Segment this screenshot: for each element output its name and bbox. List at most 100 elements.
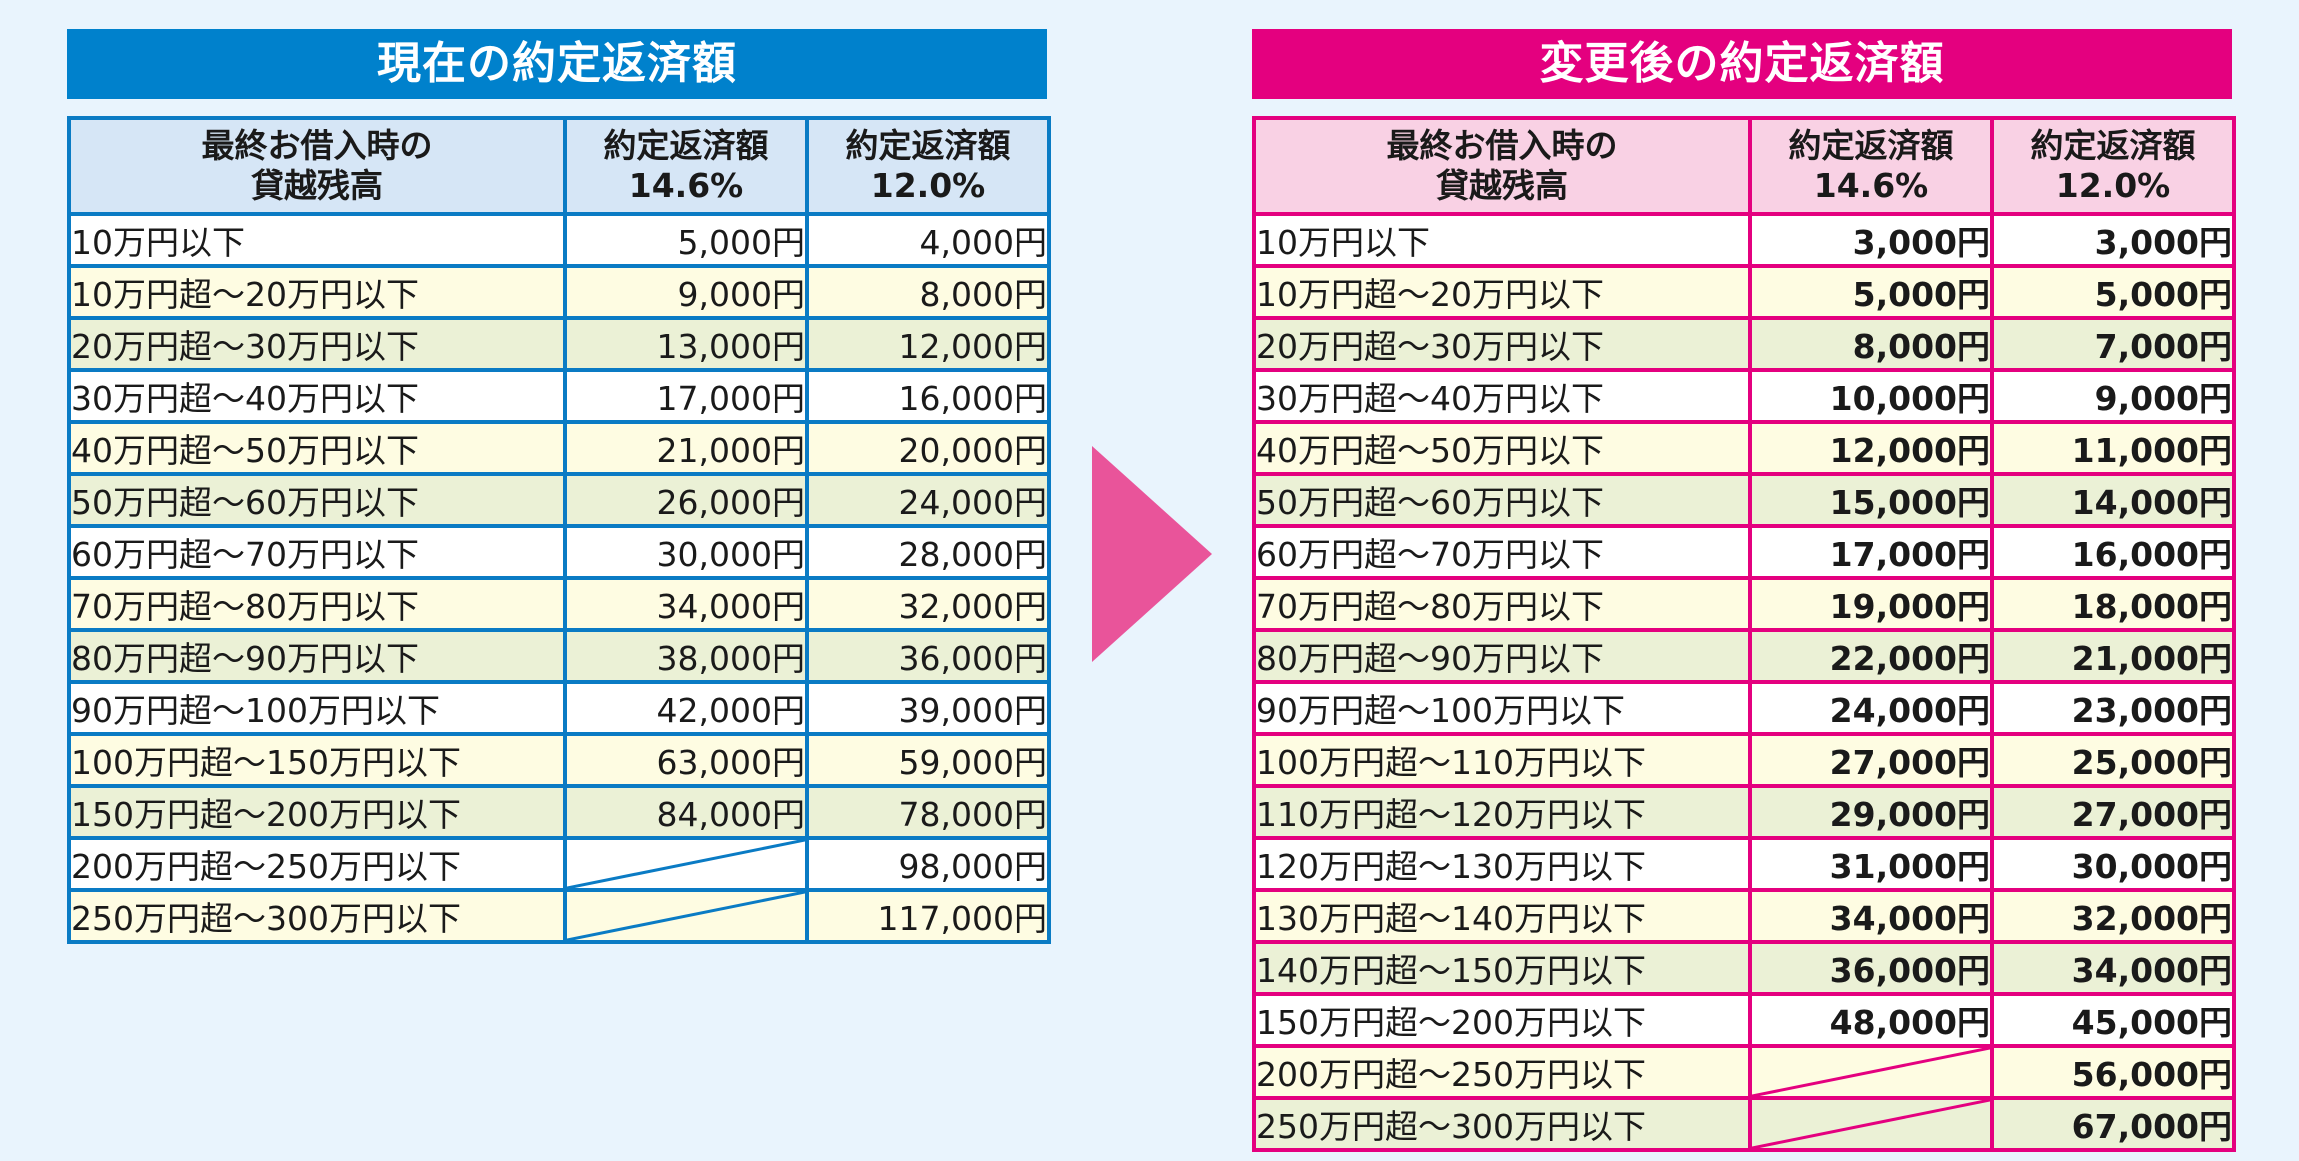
header-col2-line1: 約定返済額 xyxy=(845,126,1011,165)
not-applicable-cell xyxy=(563,836,809,892)
repayment-12-0-cell: 18,000円 xyxy=(1990,576,2236,632)
header-balance: 最終お借入時の 貸越残高 xyxy=(67,116,567,216)
balance-range-cell: 150万円超～200万円以下 xyxy=(67,784,567,840)
header-rate-12-0: 約定返済額 12.0% xyxy=(1990,116,2236,216)
diagonal-slash-icon xyxy=(567,840,805,888)
table-row: 80万円超～90万円以下 22,000円 21,000円 xyxy=(1252,628,2236,684)
header-balance-line2: 貸越残高 xyxy=(251,166,383,205)
balance-range-cell: 10万円超～20万円以下 xyxy=(67,264,567,320)
table-row: 50万円超～60万円以下 15,000円 14,000円 xyxy=(1252,472,2236,528)
table-row: 60万円超～70万円以下 30,000円 28,000円 xyxy=(67,524,1051,580)
balance-range-cell: 50万円超～60万円以下 xyxy=(1252,472,1752,528)
not-applicable-cell xyxy=(563,888,809,944)
table-row: 80万円超～90万円以下 38,000円 36,000円 xyxy=(67,628,1051,684)
table-row: 100万円超～110万円以下 27,000円 25,000円 xyxy=(1252,732,2236,788)
repayment-12-0-cell: 25,000円 xyxy=(1990,732,2236,788)
repayment-12-0-cell: 32,000円 xyxy=(1990,888,2236,944)
balance-range-cell: 130万円超～140万円以下 xyxy=(1252,888,1752,944)
current-repayment-table: 最終お借入時の 貸越残高 約定返済額 14.6% 約定返済額 12.0% 10万… xyxy=(67,116,1051,944)
repayment-12-0-cell: 98,000円 xyxy=(805,836,1051,892)
table-row: 200万円超～250万円以下 98,000円 xyxy=(67,836,1051,892)
table-row: 140万円超～150万円以下 36,000円 34,000円 xyxy=(1252,940,2236,996)
balance-range-cell: 150万円超～200万円以下 xyxy=(1252,992,1752,1048)
balance-range-cell: 20万円超～30万円以下 xyxy=(1252,316,1752,372)
repayment-12-0-cell: 20,000円 xyxy=(805,420,1051,476)
repayment-14-6-cell: 15,000円 xyxy=(1748,472,1994,528)
repayment-14-6-cell: 36,000円 xyxy=(1748,940,1994,996)
balance-range-cell: 30万円超～40万円以下 xyxy=(67,368,567,424)
repayment-14-6-cell: 3,000円 xyxy=(1748,212,1994,268)
table-row: 10万円超～20万円以下 5,000円 5,000円 xyxy=(1252,264,2236,320)
repayment-12-0-cell: 7,000円 xyxy=(1990,316,2236,372)
repayment-12-0-cell: 45,000円 xyxy=(1990,992,2236,1048)
repayment-12-0-cell: 32,000円 xyxy=(805,576,1051,632)
repayment-12-0-cell: 28,000円 xyxy=(805,524,1051,580)
table-row: 250万円超～300万円以下 67,000円 xyxy=(1252,1096,2236,1152)
repayment-14-6-cell: 19,000円 xyxy=(1748,576,1994,632)
repayment-12-0-cell: 14,000円 xyxy=(1990,472,2236,528)
repayment-14-6-cell: 9,000円 xyxy=(563,264,809,320)
header-balance-line1: 最終お借入時の xyxy=(201,126,433,165)
repayment-14-6-cell: 38,000円 xyxy=(563,628,809,684)
repayment-12-0-cell: 4,000円 xyxy=(805,212,1051,268)
repayment-14-6-cell: 17,000円 xyxy=(563,368,809,424)
repayment-12-0-cell: 3,000円 xyxy=(1990,212,2236,268)
header-rate-14-6: 約定返済額 14.6% xyxy=(1748,116,1994,216)
repayment-14-6-cell: 8,000円 xyxy=(1748,316,1994,372)
diagonal-slash-icon xyxy=(1752,1100,1990,1148)
header-col2-line1: 約定返済額 xyxy=(2030,126,2196,165)
balance-range-cell: 10万円超～20万円以下 xyxy=(1252,264,1752,320)
repayment-12-0-cell: 78,000円 xyxy=(805,784,1051,840)
header-col1-line1: 約定返済額 xyxy=(603,126,769,165)
repayment-12-0-cell: 36,000円 xyxy=(805,628,1051,684)
repayment-14-6-cell: 84,000円 xyxy=(563,784,809,840)
repayment-14-6-cell: 26,000円 xyxy=(563,472,809,528)
repayment-12-0-cell: 56,000円 xyxy=(1990,1044,2236,1100)
header-col1-line2: 14.6% xyxy=(1813,166,1929,205)
balance-range-cell: 90万円超～100万円以下 xyxy=(67,680,567,736)
current-repayment-title: 現在の約定返済額 xyxy=(67,29,1047,99)
repayment-12-0-cell: 34,000円 xyxy=(1990,940,2236,996)
table-row: 120万円超～130万円以下 31,000円 30,000円 xyxy=(1252,836,2236,892)
repayment-14-6-cell: 5,000円 xyxy=(563,212,809,268)
repayment-12-0-cell: 5,000円 xyxy=(1990,264,2236,320)
balance-range-cell: 100万円超～110万円以下 xyxy=(1252,732,1752,788)
table-row: 10万円以下 5,000円 4,000円 xyxy=(67,212,1051,268)
repayment-12-0-cell: 27,000円 xyxy=(1990,784,2236,840)
header-balance-line1: 最終お借入時の xyxy=(1386,126,1618,165)
header-balance-line2: 貸越残高 xyxy=(1436,166,1568,205)
header-rate-14-6: 約定返済額 14.6% xyxy=(563,116,809,216)
repayment-14-6-cell: 12,000円 xyxy=(1748,420,1994,476)
table-row: 10万円以下 3,000円 3,000円 xyxy=(1252,212,2236,268)
repayment-12-0-cell: 39,000円 xyxy=(805,680,1051,736)
balance-range-cell: 110万円超～120万円以下 xyxy=(1252,784,1752,840)
table-row: 110万円超～120万円以下 29,000円 27,000円 xyxy=(1252,784,2236,840)
table-row: 70万円超～80万円以下 34,000円 32,000円 xyxy=(67,576,1051,632)
repayment-14-6-cell: 29,000円 xyxy=(1748,784,1994,840)
table-row: 50万円超～60万円以下 26,000円 24,000円 xyxy=(67,472,1051,528)
balance-range-cell: 140万円超～150万円以下 xyxy=(1252,940,1752,996)
repayment-14-6-cell: 22,000円 xyxy=(1748,628,1994,684)
repayment-12-0-cell: 16,000円 xyxy=(805,368,1051,424)
repayment-14-6-cell: 63,000円 xyxy=(563,732,809,788)
right-arrow-icon xyxy=(1092,446,1212,662)
repayment-12-0-cell: 21,000円 xyxy=(1990,628,2236,684)
repayment-12-0-cell: 24,000円 xyxy=(805,472,1051,528)
repayment-14-6-cell: 17,000円 xyxy=(1748,524,1994,580)
balance-range-cell: 100万円超～150万円以下 xyxy=(67,732,567,788)
repayment-14-6-cell: 34,000円 xyxy=(1748,888,1994,944)
repayment-14-6-cell: 31,000円 xyxy=(1748,836,1994,892)
repayment-14-6-cell: 34,000円 xyxy=(563,576,809,632)
changed-repayment-title: 変更後の約定返済額 xyxy=(1252,29,2232,99)
table-row: 90万円超～100万円以下 42,000円 39,000円 xyxy=(67,680,1051,736)
repayment-12-0-cell: 59,000円 xyxy=(805,732,1051,788)
balance-range-cell: 200万円超～250万円以下 xyxy=(1252,1044,1752,1100)
repayment-14-6-cell: 5,000円 xyxy=(1748,264,1994,320)
balance-range-cell: 40万円超～50万円以下 xyxy=(67,420,567,476)
repayment-12-0-cell: 67,000円 xyxy=(1990,1096,2236,1152)
balance-range-cell: 70万円超～80万円以下 xyxy=(1252,576,1752,632)
repayment-14-6-cell: 42,000円 xyxy=(563,680,809,736)
table-row: 130万円超～140万円以下 34,000円 32,000円 xyxy=(1252,888,2236,944)
current-repayment-panel: 現在の約定返済額 最終お借入時の 貸越残高 約定返済額 14.6% 約定返済額 … xyxy=(67,29,1051,944)
header-col2-line2: 12.0% xyxy=(870,166,986,205)
